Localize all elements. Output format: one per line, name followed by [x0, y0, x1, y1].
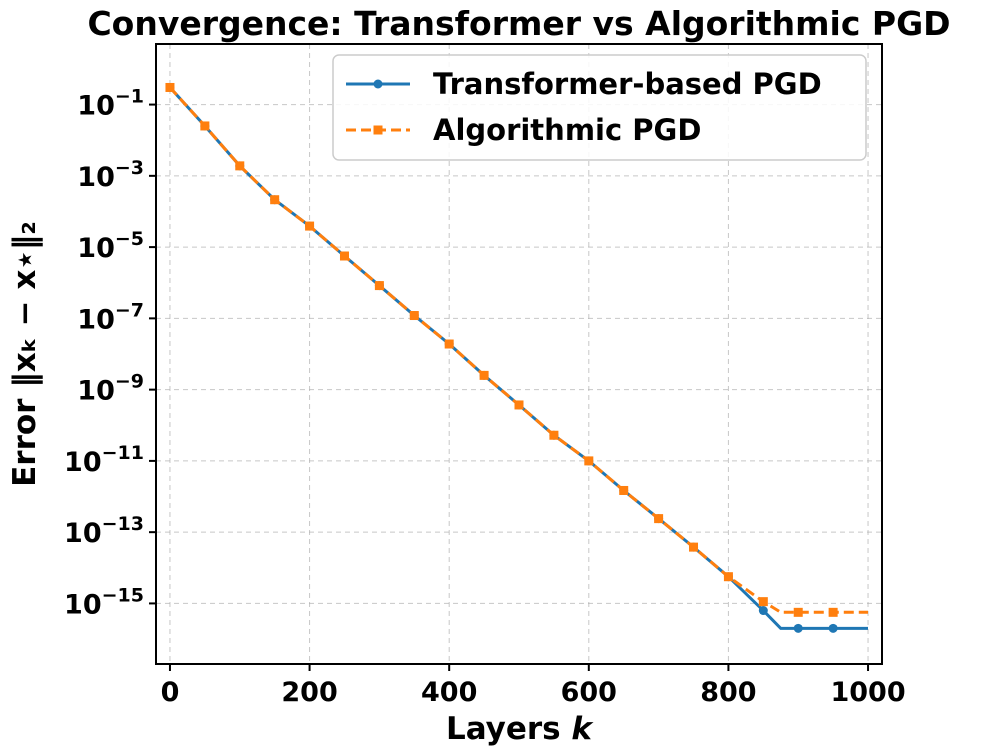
y-axis-label: Error ‖xₖ − x⋆‖₂: [7, 221, 43, 487]
legend: Transformer-based PGD Algorithmic PGD: [332, 54, 867, 161]
y-tick-label: 10−3: [77, 157, 144, 193]
data-point: [200, 121, 210, 131]
x-tick-label: 0: [161, 677, 180, 708]
data-point: [689, 542, 699, 552]
y-tick-label: 10−13: [64, 513, 144, 549]
data-point: [619, 485, 629, 495]
data-point: [305, 221, 315, 231]
data-point: [793, 607, 803, 617]
x-tick-label: 800: [700, 677, 756, 708]
legend-label-1: Transformer-based PGD: [433, 67, 822, 101]
x-tick-label: 400: [421, 677, 477, 708]
series-layer: [165, 82, 868, 633]
data-point: [165, 82, 175, 92]
x-tick-label: 600: [561, 677, 617, 708]
series-2: [165, 82, 868, 617]
chart-title: Convergence: Transformer vs Algorithmic …: [87, 4, 950, 43]
data-point: [723, 572, 733, 582]
y-tick-label: 10−1: [77, 86, 144, 122]
data-point: [479, 370, 489, 380]
legend-box: [332, 54, 867, 161]
data-point: [828, 607, 838, 617]
y-tick-label: 10−15: [64, 584, 144, 620]
x-tick-label: 200: [281, 677, 337, 708]
data-point: [409, 311, 419, 321]
x-axis-ticks: 0 200 400 600 800 1000: [161, 664, 906, 708]
y-tick-label: 10−7: [77, 299, 144, 335]
data-point: [339, 251, 349, 261]
data-point: [793, 623, 803, 633]
legend-marker-1: [373, 79, 383, 89]
legend-marker-2: [373, 125, 383, 135]
y-tick-label: 10−9: [77, 371, 144, 407]
data-point: [444, 339, 454, 349]
y-tick-label: 10−5: [77, 228, 144, 264]
legend-label-2: Algorithmic PGD: [433, 113, 701, 147]
data-point: [514, 400, 524, 410]
data-point: [828, 623, 838, 633]
y-axis-ticks: 10−1 10−3 10−5 10−7 10−9 10−11 10−13 10−15: [64, 86, 156, 620]
data-point: [235, 161, 245, 171]
data-point: [654, 514, 664, 524]
data-point: [758, 606, 768, 616]
data-point: [374, 281, 384, 291]
y-tick-label: 10−11: [64, 442, 144, 478]
data-point: [584, 456, 594, 466]
series-line-2: [168, 86, 868, 614]
x-tick-label: 1000: [830, 677, 905, 708]
data-point: [270, 195, 280, 205]
plot-frame: [155, 43, 883, 665]
data-point: [758, 597, 768, 607]
x-axis-label: Layers k: [446, 711, 594, 747]
data-point: [549, 430, 559, 440]
